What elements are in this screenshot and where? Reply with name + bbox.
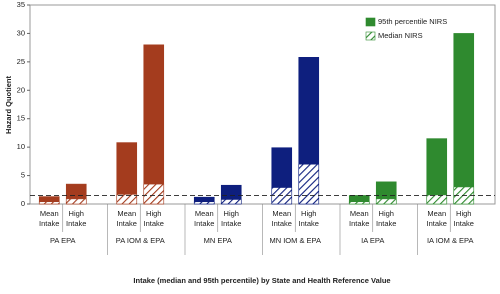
legend-label: Median NIRS (378, 31, 423, 40)
median-bar (116, 194, 138, 205)
x-tick-label: Mean Intake (349, 209, 369, 228)
percentile-bar (453, 33, 475, 205)
y-tick-label: 15 (17, 114, 25, 123)
percentile-bar (426, 138, 448, 205)
median-bar (38, 201, 60, 205)
group-label: PA EPA (50, 236, 76, 245)
median-bar (220, 199, 242, 205)
group-label: IA IOM & EPA (427, 236, 474, 245)
x-tick-label: High Intake (144, 209, 164, 228)
legend-swatch (365, 31, 376, 41)
legend-swatch (365, 17, 376, 27)
x-tick-label: High Intake (454, 209, 474, 228)
median-bar (65, 198, 87, 205)
y-tick-label: 25 (17, 57, 25, 66)
plot-frame (29, 4, 496, 205)
y-tick-label: 20 (17, 85, 25, 94)
y-tick-label: 10 (17, 142, 25, 151)
group-label: MN IOM & EPA (269, 236, 321, 245)
median-bar (298, 163, 320, 205)
percentile-bar (143, 44, 165, 205)
group-label: MN EPA (204, 236, 232, 245)
x-tick-label: High Intake (376, 209, 396, 228)
median-bar (426, 194, 448, 205)
group-label: PA IOM & EPA (116, 236, 165, 245)
x-tick-label: Mean Intake (427, 209, 447, 228)
x-tick-label: High Intake (66, 209, 86, 228)
x-tick-label: Mean Intake (117, 209, 137, 228)
x-tick-label: Mean Intake (272, 209, 292, 228)
x-tick-label: High Intake (299, 209, 319, 228)
y-tick-label: 35 (17, 0, 25, 9)
median-bar (348, 201, 370, 205)
median-bar (375, 198, 397, 205)
x-tick-label: High Intake (221, 209, 241, 228)
y-axis-title: Hazard Quotient (4, 76, 13, 134)
y-tick-label: 5 (21, 171, 25, 180)
x-tick-label: Mean Intake (39, 209, 59, 228)
group-label: IA EPA (361, 236, 384, 245)
x-tick-label: Mean Intake (194, 209, 214, 228)
median-bar (193, 201, 215, 205)
legend-label: 95th percentile NIRS (378, 17, 447, 26)
y-tick-label: 30 (17, 28, 25, 37)
x-axis-title: Intake (median and 95th percentile) by S… (133, 276, 390, 285)
median-bar (143, 183, 165, 205)
y-tick-label: 0 (21, 199, 25, 208)
